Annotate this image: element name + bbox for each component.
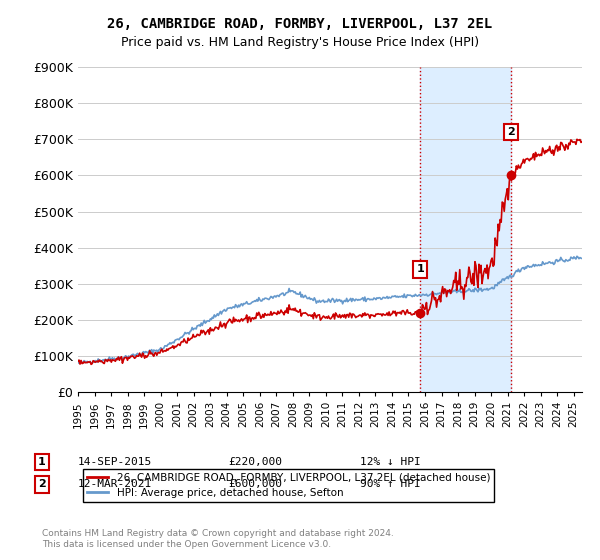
Text: £600,000: £600,000 [228, 479, 282, 489]
Bar [420, 67, 511, 392]
Text: 1: 1 [416, 264, 424, 274]
Text: 26, CAMBRIDGE ROAD, FORMBY, LIVERPOOL, L37 2EL: 26, CAMBRIDGE ROAD, FORMBY, LIVERPOOL, L… [107, 17, 493, 31]
Text: 12-MAR-2021: 12-MAR-2021 [78, 479, 152, 489]
Text: Price paid vs. HM Land Registry's House Price Index (HPI): Price paid vs. HM Land Registry's House … [121, 36, 479, 49]
Text: 12% ↓ HPI: 12% ↓ HPI [360, 457, 421, 467]
Text: 2: 2 [507, 127, 515, 137]
Text: 1: 1 [38, 457, 46, 467]
Legend: 26, CAMBRIDGE ROAD, FORMBY, LIVERPOOL, L37 2EL (detached house), HPI: Average pr: 26, CAMBRIDGE ROAD, FORMBY, LIVERPOOL, L… [83, 469, 494, 502]
Text: 90% ↑ HPI: 90% ↑ HPI [360, 479, 421, 489]
Text: £220,000: £220,000 [228, 457, 282, 467]
Text: Contains HM Land Registry data © Crown copyright and database right 2024.
This d: Contains HM Land Registry data © Crown c… [42, 529, 394, 549]
Text: 2: 2 [38, 479, 46, 489]
Text: 14-SEP-2015: 14-SEP-2015 [78, 457, 152, 467]
